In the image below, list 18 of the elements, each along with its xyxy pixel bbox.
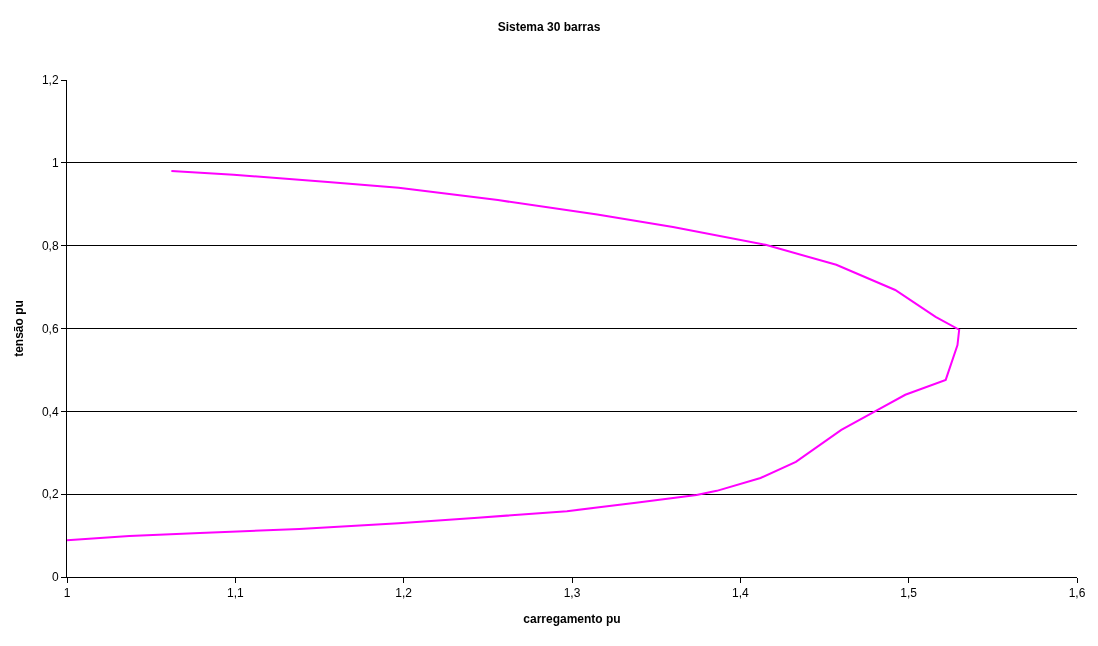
y-tick-label: 1 [51,156,59,171]
x-axis-title: carregamento pu [523,612,621,627]
y-axis-title: tensão pu [12,300,27,357]
x-tick-label: 1,1 [226,586,244,601]
chart-title: Sistema 30 barras [497,20,601,35]
y-tick-label: 0,2 [41,487,59,502]
x-tick-label: 1,3 [563,586,581,601]
x-tick-label: 1 [63,586,71,601]
x-tick-label: 1,6 [1068,586,1086,601]
y-tick-label: 0 [51,570,59,585]
line-series [67,170,961,542]
y-tick-label: 0,4 [41,404,59,419]
y-tick-label: 0,8 [41,238,59,253]
x-tick-label: 1,5 [900,586,918,601]
x-tick-label: 1,2 [395,586,413,601]
y-tick-label: 0,6 [41,321,59,336]
y-tick-label: 1,2 [41,73,59,88]
x-tick-label: 1,4 [731,586,749,601]
